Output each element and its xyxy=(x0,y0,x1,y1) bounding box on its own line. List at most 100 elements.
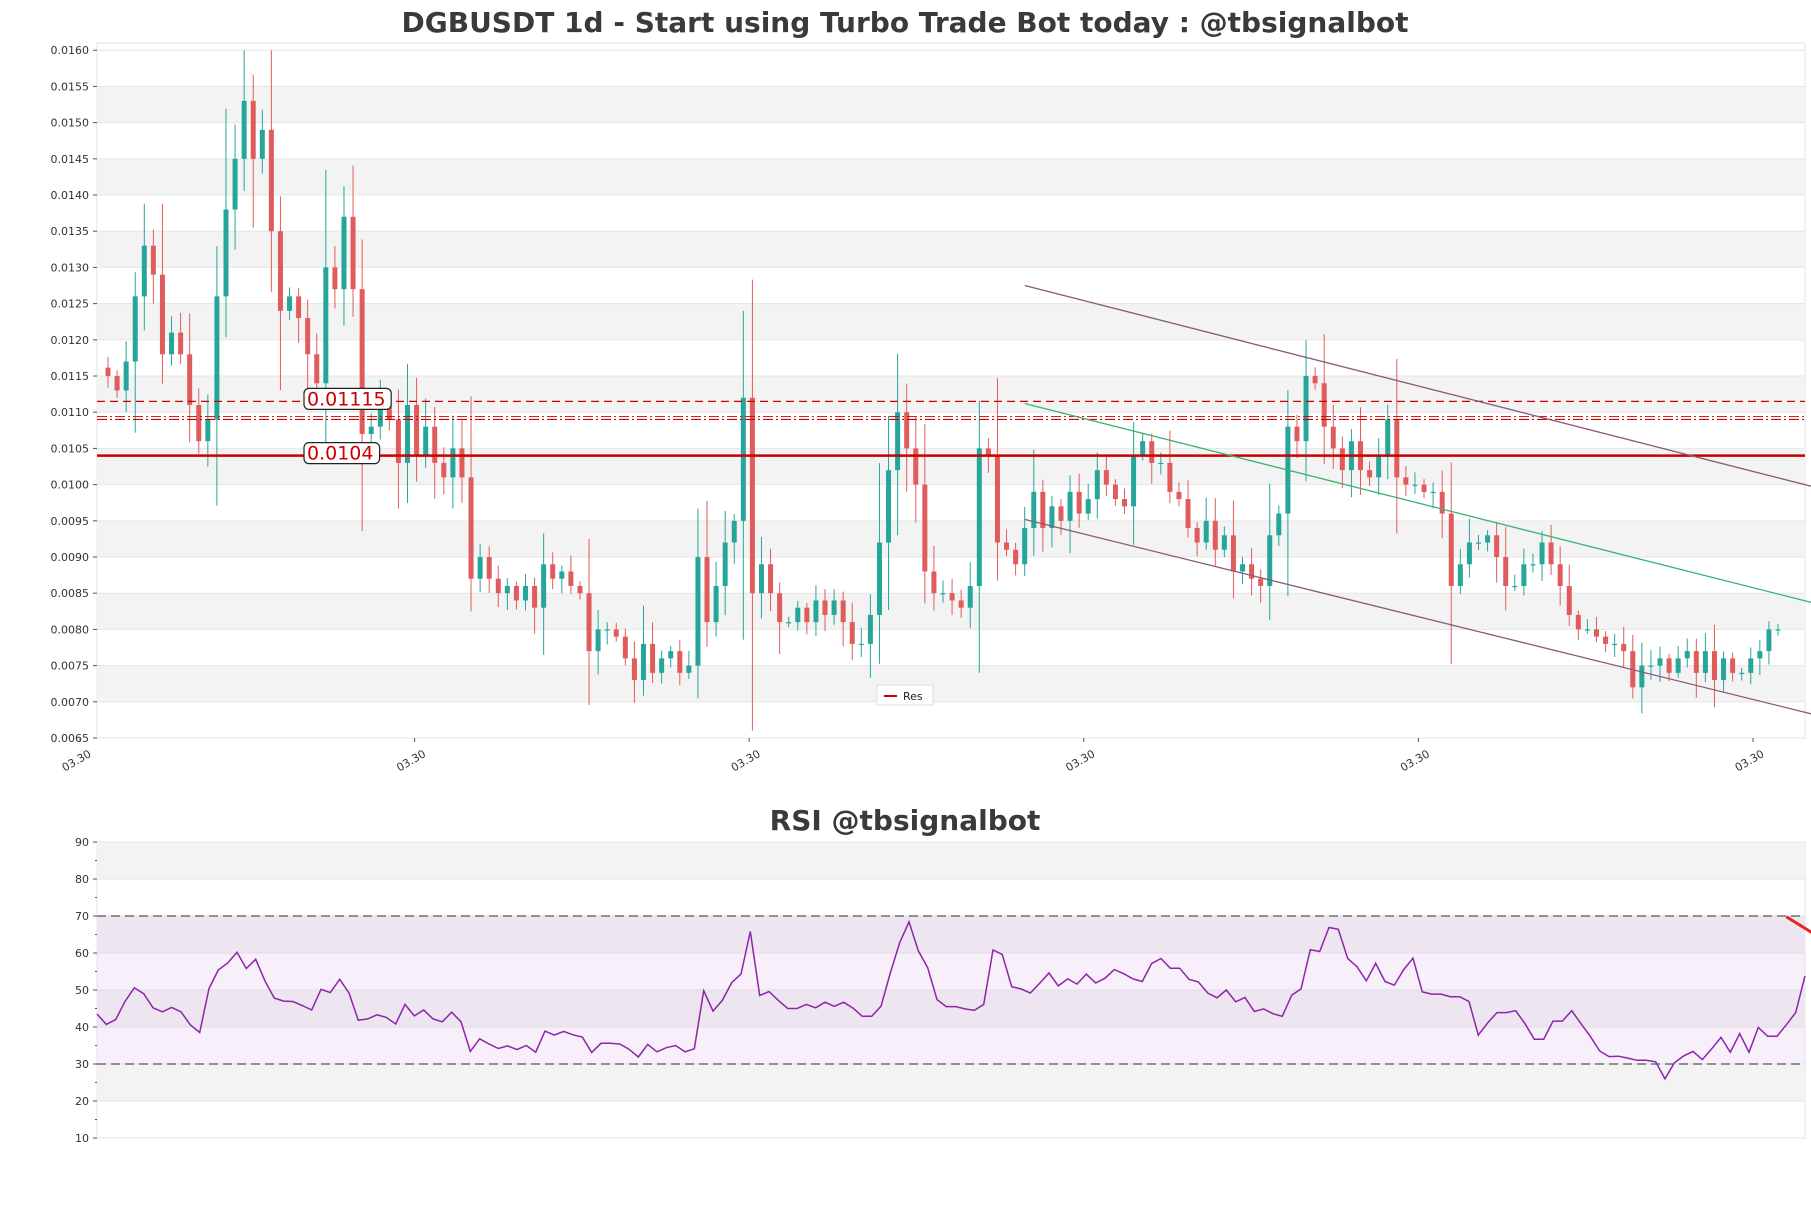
candle-body xyxy=(523,585,528,601)
candle-body xyxy=(159,274,165,355)
candle-body xyxy=(1067,491,1073,521)
candle-body xyxy=(840,600,846,623)
candle-body xyxy=(758,564,764,594)
candle-body xyxy=(1022,528,1028,565)
candle-body xyxy=(1566,585,1572,615)
candle-body xyxy=(1267,535,1273,586)
candle-body xyxy=(1294,426,1300,442)
candle-body xyxy=(1739,672,1745,675)
candle-body xyxy=(305,318,311,355)
candle-body xyxy=(740,397,746,521)
level-label: 0.0104 xyxy=(307,443,373,465)
candle-body xyxy=(541,564,547,608)
candle-body xyxy=(1575,614,1581,630)
candle-body xyxy=(359,289,365,434)
trend-line xyxy=(1024,284,1811,487)
price-y-tick-label: 0.0125 xyxy=(51,298,90,311)
candle-body xyxy=(504,585,510,594)
candle-body xyxy=(277,231,283,311)
candle-body xyxy=(904,412,910,449)
candle-body xyxy=(459,448,465,478)
candle-body xyxy=(423,426,429,456)
candle-body xyxy=(1321,383,1327,427)
candle-body xyxy=(613,629,619,637)
price-y-tick-label: 0.0120 xyxy=(51,334,90,347)
candle-body xyxy=(1412,484,1418,486)
candle-body xyxy=(132,296,138,362)
candle-body xyxy=(831,600,837,615)
candle-body xyxy=(722,542,728,586)
candle-body xyxy=(1702,651,1708,673)
price-grid-band xyxy=(97,231,1805,268)
rsi-chart-title: RSI @tbsignalbot xyxy=(770,804,1041,837)
candle-body xyxy=(205,419,211,442)
candle-body xyxy=(1312,376,1318,384)
candle-body xyxy=(513,585,519,601)
price-x-tick-label: 03.30 xyxy=(729,747,763,774)
price-y-tick-label: 0.0105 xyxy=(51,442,90,455)
candle-body xyxy=(1721,658,1727,681)
candle-body xyxy=(650,643,656,673)
candle-body xyxy=(441,462,447,478)
price-chart-title: DGBUSDT 1d - Start using Turbo Trade Bot… xyxy=(402,6,1409,39)
candle-body xyxy=(377,404,383,427)
price-x-tick-label: 03.30 xyxy=(1733,747,1767,774)
candle-body xyxy=(123,361,129,391)
candle-body xyxy=(695,557,701,666)
candle-body xyxy=(604,629,610,631)
candle-body xyxy=(813,600,819,623)
rsi-grid-band xyxy=(97,842,1805,879)
candle-body xyxy=(105,367,111,377)
candle-body xyxy=(795,607,801,623)
price-y-tick-label: 0.0150 xyxy=(51,117,90,130)
candle-body xyxy=(949,593,955,601)
candle-body xyxy=(595,629,601,652)
candle-body xyxy=(405,404,411,463)
candle-body xyxy=(1548,542,1554,565)
candle-body xyxy=(1004,542,1010,550)
price-x-axis: 03.30 03.30 03.30 03.30 03.30 03.30 xyxy=(60,738,1767,774)
price-y-tick-label: 0.0070 xyxy=(51,696,90,709)
rsi-y-tick-label: 50 xyxy=(75,984,89,997)
rsi-y-tick-label: 80 xyxy=(75,873,89,886)
price-y-tick-label: 0.0155 xyxy=(51,80,90,93)
rsi-y-tick-label: 90 xyxy=(75,836,89,849)
candle-body xyxy=(1621,643,1627,652)
candle-body xyxy=(114,376,120,391)
candle-body xyxy=(1711,651,1717,681)
candle-body xyxy=(1603,636,1609,644)
candle-body xyxy=(1748,658,1754,673)
candle-body xyxy=(1584,629,1590,631)
trend-line xyxy=(1024,402,1811,604)
candle-body xyxy=(704,557,710,623)
candle-body xyxy=(849,622,855,644)
price-y-tick-label: 0.0090 xyxy=(51,551,90,564)
candle-body xyxy=(1403,477,1409,485)
candle-body xyxy=(241,100,247,159)
candle-body xyxy=(749,397,755,594)
candle-body xyxy=(586,593,592,652)
candle-body xyxy=(967,585,973,608)
price-grid-band xyxy=(97,520,1805,558)
candle-body xyxy=(1339,448,1345,471)
candle-body xyxy=(1475,542,1481,544)
candle-body xyxy=(1512,585,1518,588)
candle-body xyxy=(169,332,175,355)
candle-body xyxy=(1258,578,1264,586)
candle-body xyxy=(178,332,184,355)
candle-body xyxy=(1394,419,1400,478)
candle-body xyxy=(686,665,692,673)
candle-body xyxy=(1149,441,1155,463)
candle-body xyxy=(287,296,293,311)
price-x-tick-label: 03.30 xyxy=(1064,747,1098,774)
legend-box xyxy=(876,684,934,706)
candle-body xyxy=(268,129,274,232)
candle-body xyxy=(1448,513,1454,586)
candle-body xyxy=(1303,376,1309,442)
candle-body xyxy=(867,614,873,644)
candle-body xyxy=(568,571,574,586)
candle-body xyxy=(1040,491,1046,529)
candle-body xyxy=(1122,499,1128,507)
candle-body xyxy=(350,216,356,290)
